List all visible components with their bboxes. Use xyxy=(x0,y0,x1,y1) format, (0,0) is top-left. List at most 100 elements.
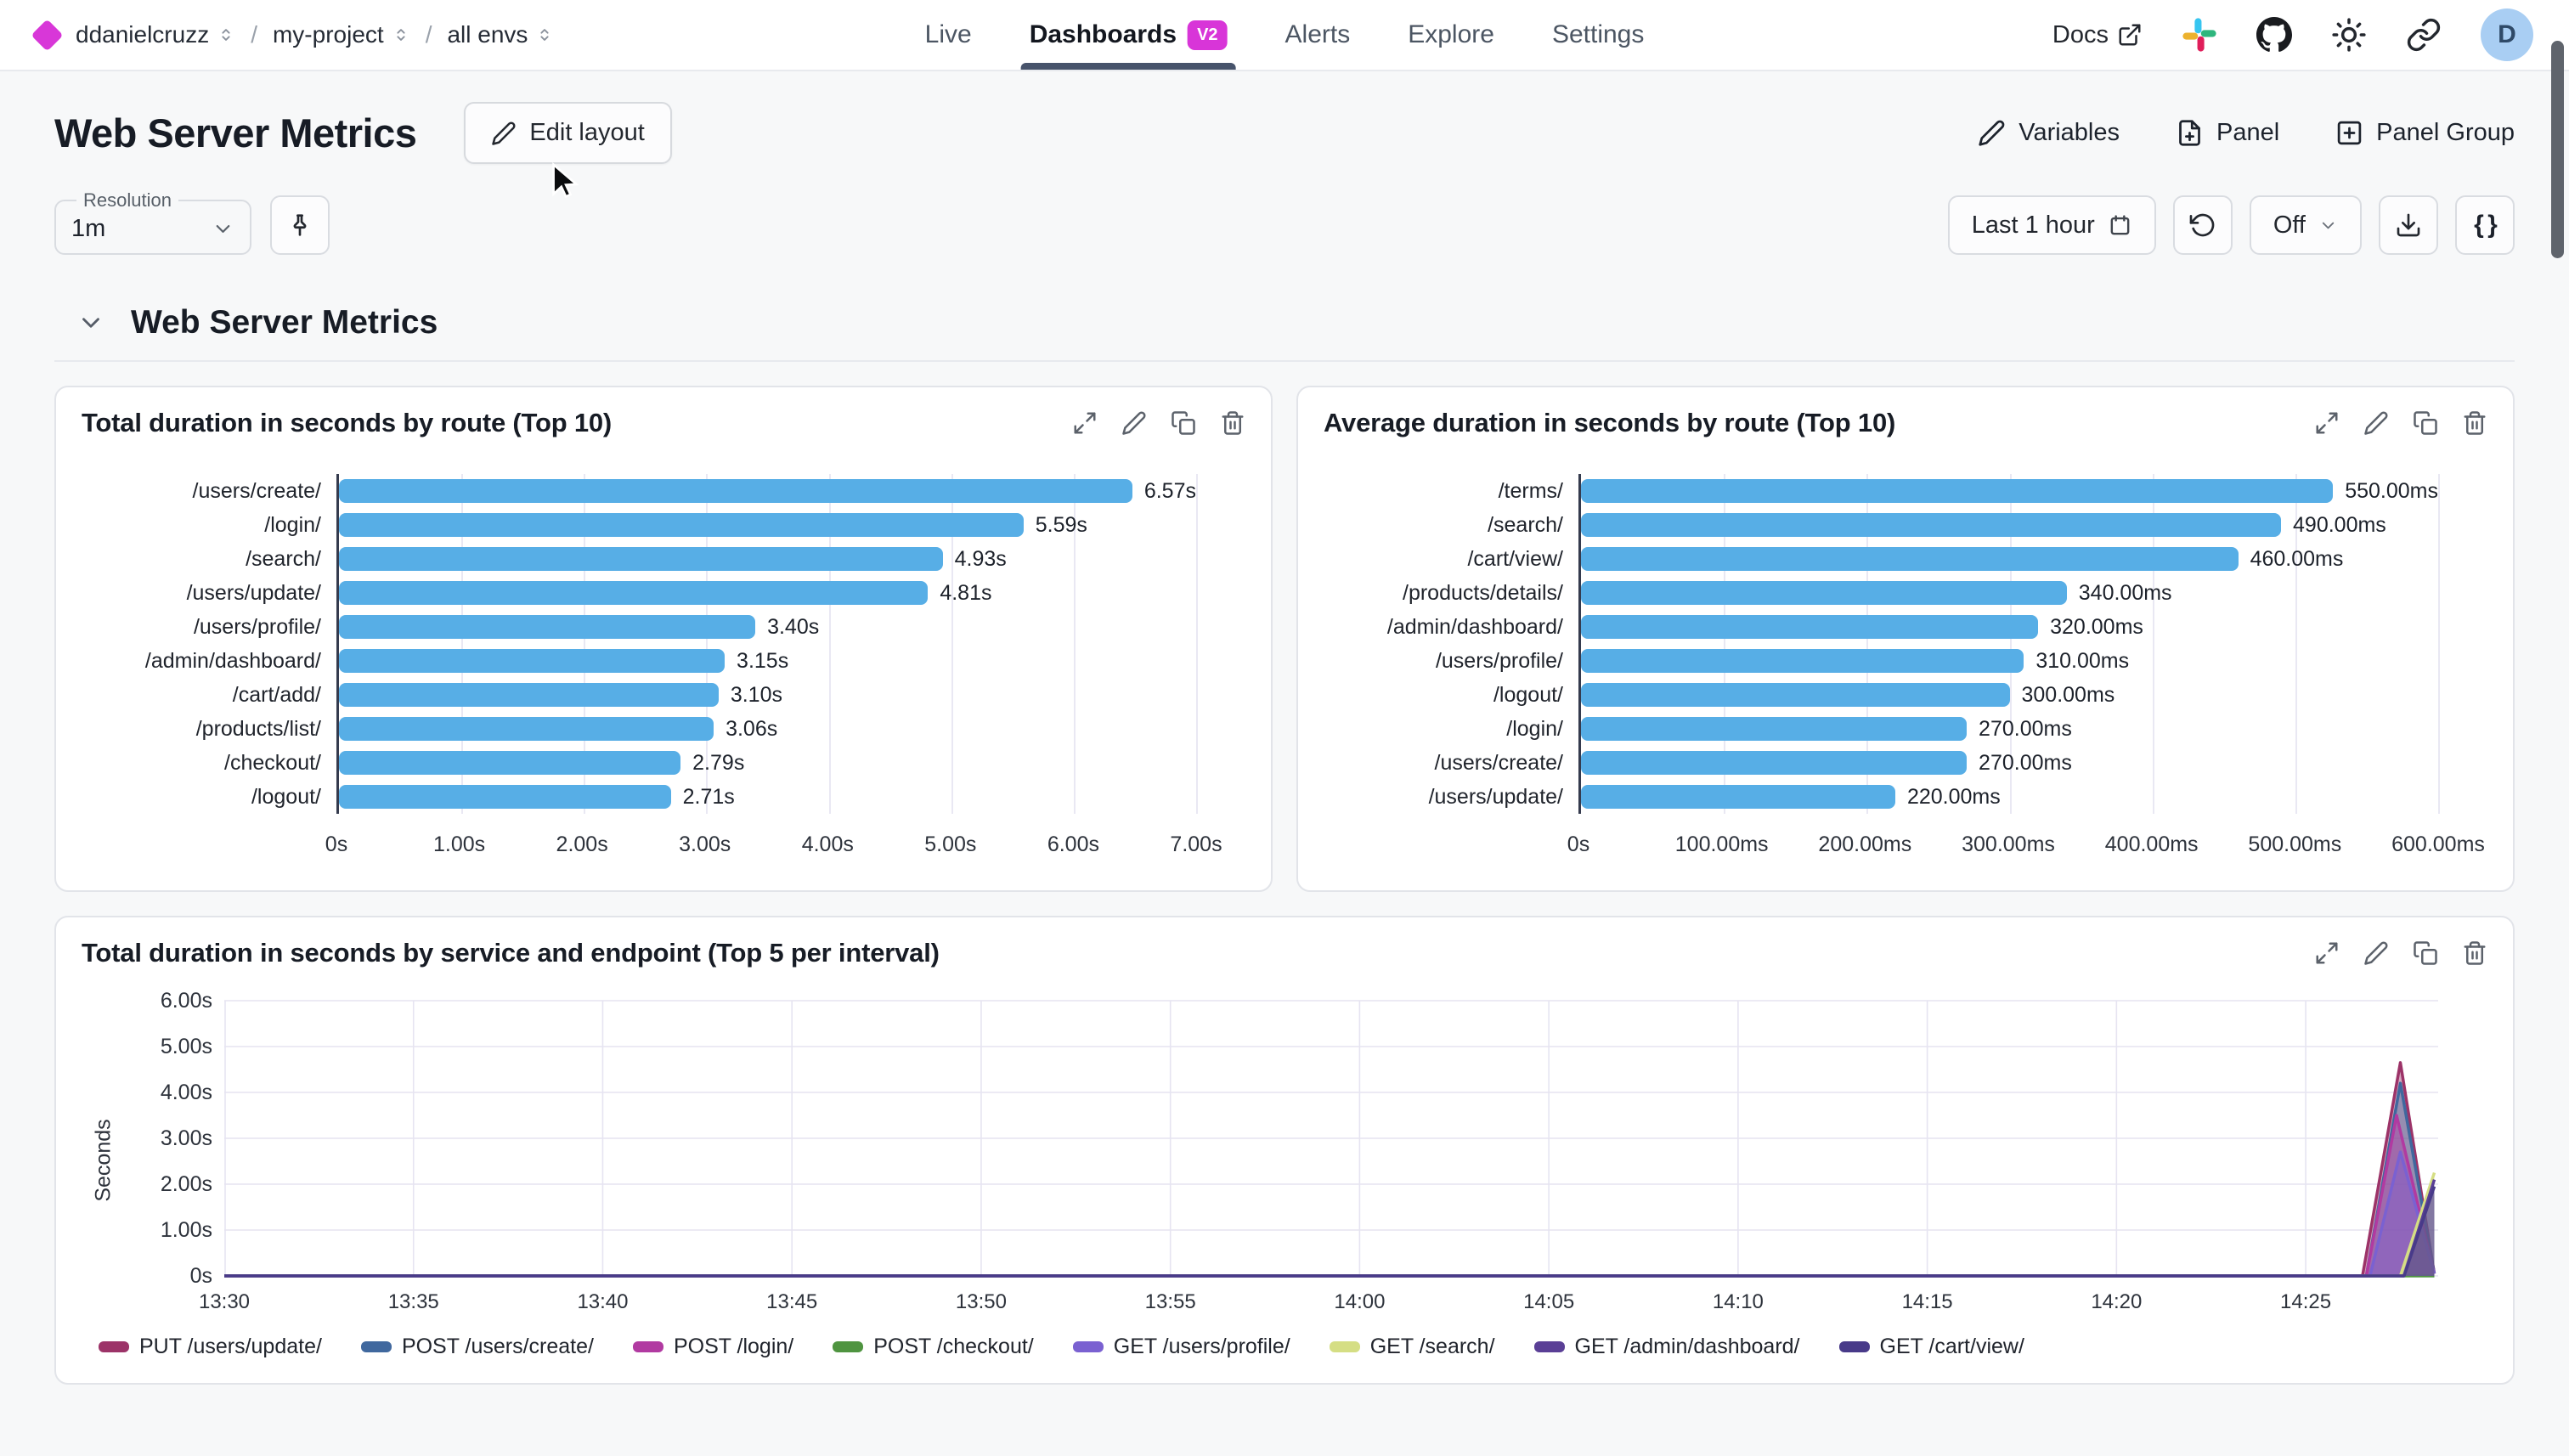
json-button[interactable]: { } xyxy=(2455,195,2515,255)
file-plus-icon xyxy=(2179,120,2200,146)
bar[interactable] xyxy=(1581,717,1968,741)
legend-item[interactable]: GET /search/ xyxy=(1329,1335,1495,1359)
bar-category-label: /users/create/ xyxy=(192,478,321,503)
logo-diamond-icon[interactable] xyxy=(31,18,64,52)
download-button[interactable] xyxy=(2379,195,2438,255)
slack-icon[interactable] xyxy=(2182,17,2217,53)
panel-action-expand-button[interactable] xyxy=(2314,410,2340,436)
x-tick-label: 14:10 xyxy=(1712,1290,1764,1313)
y-axis-title: Seconds xyxy=(91,1118,116,1202)
share-link-icon[interactable] xyxy=(2406,17,2442,53)
panel-action-duplicate-button[interactable] xyxy=(1171,410,1196,436)
tab-explore[interactable]: Explore xyxy=(1406,0,1496,70)
x-axis-ticks: 0s 100.00ms 200.00ms 300.00ms 400.00ms 500.00… xyxy=(1567,832,2485,866)
avatar[interactable]: D xyxy=(2481,8,2533,61)
bar[interactable] xyxy=(339,513,1024,537)
legend-item[interactable]: POST /login/ xyxy=(632,1335,793,1359)
gridline xyxy=(2295,474,2297,814)
legend-item[interactable]: POST /checkout/ xyxy=(833,1335,1034,1359)
bar[interactable] xyxy=(339,581,929,605)
legend-item[interactable]: PUT /users/update/ xyxy=(99,1335,322,1359)
scrollbar-thumb[interactable] xyxy=(2551,41,2564,258)
docs-link[interactable]: Docs xyxy=(2052,21,2143,49)
legend-item[interactable]: GET /users/profile/ xyxy=(1072,1335,1290,1359)
bar[interactable] xyxy=(1581,751,1968,775)
bar[interactable] xyxy=(339,751,681,775)
bar[interactable] xyxy=(1581,649,2024,673)
x-tick-label: 14:05 xyxy=(1523,1290,1575,1313)
tab-settings[interactable]: Settings xyxy=(1550,0,1646,70)
panel-action-delete-button[interactable] xyxy=(2462,410,2487,436)
gridline xyxy=(2009,474,2012,814)
gridline xyxy=(2438,474,2440,814)
panel-action-duplicate-button[interactable] xyxy=(2413,940,2438,966)
delete-icon xyxy=(2464,941,2486,965)
bar-row: 220.00ms xyxy=(1581,780,2438,814)
panel-action-expand-button[interactable] xyxy=(1072,410,1098,436)
bar[interactable] xyxy=(1581,615,2039,639)
selector-chevrons-icon xyxy=(540,29,549,41)
bar[interactable] xyxy=(1581,683,2010,707)
pencil-icon xyxy=(492,121,516,145)
x-tick-label: 14:25 xyxy=(2280,1290,2332,1313)
bar-value-label: 4.93s xyxy=(954,546,1007,571)
edit-layout-button[interactable]: Edit layout xyxy=(464,102,672,164)
panel-action-expand-button[interactable] xyxy=(2314,940,2340,966)
bar-category-label: /search/ xyxy=(246,546,321,571)
add-panel-group-button[interactable]: Panel Group xyxy=(2335,119,2515,147)
panel-action-delete-button[interactable] xyxy=(2462,940,2487,966)
legend-item[interactable]: GET /admin/dashboard/ xyxy=(1533,1335,1800,1359)
auto-refresh-select[interactable]: Off xyxy=(2249,195,2362,255)
panel-action-duplicate-button[interactable] xyxy=(2413,410,2438,436)
bar[interactable] xyxy=(1581,547,2239,571)
panel-action-delete-button[interactable] xyxy=(1220,410,1245,436)
breadcrumb-item[interactable]: all envs xyxy=(447,21,554,48)
time-range-button[interactable]: Last 1 hour xyxy=(1947,195,2156,255)
y-tick-label: 1.00s xyxy=(160,1218,212,1242)
bar-value-label: 2.79s xyxy=(692,750,745,775)
bar-plot-column: 550.00ms 490.00ms 460.00ms 340.00ms 320.00ms… xyxy=(1567,474,2487,866)
panel-duration-by-service-endpoint: Total duration in seconds by service and… xyxy=(54,916,2515,1385)
bar[interactable] xyxy=(339,615,756,639)
add-panel-button[interactable]: Panel xyxy=(2176,119,2279,147)
legend-item[interactable]: GET /cart/view/ xyxy=(1838,1335,2024,1359)
theme-sun-icon[interactable] xyxy=(2331,17,2367,53)
breadcrumb-item[interactable]: ddanielcruzz xyxy=(76,21,235,48)
tab-dashboards[interactable]: Dashboards V2 xyxy=(1020,0,1236,70)
bar-value-label: 320.00ms xyxy=(2050,614,2143,639)
bar[interactable] xyxy=(339,717,714,741)
legend-item[interactable]: POST /users/create/ xyxy=(360,1335,594,1359)
variables-button[interactable]: Variables xyxy=(1978,119,2120,147)
bar-value-label: 6.57s xyxy=(1143,478,1196,503)
pin-button[interactable] xyxy=(270,195,330,255)
refresh-button[interactable] xyxy=(2172,195,2233,255)
selector-chevrons-icon xyxy=(222,29,230,41)
bar[interactable] xyxy=(339,683,719,707)
gridline xyxy=(2152,474,2154,814)
bar[interactable] xyxy=(339,649,726,673)
tab-alerts[interactable]: Alerts xyxy=(1284,0,1352,70)
tab-live[interactable]: Live xyxy=(923,0,974,70)
panel-action-edit-button[interactable] xyxy=(2363,940,2389,966)
bar[interactable] xyxy=(1581,479,2334,503)
bar[interactable] xyxy=(1581,581,2067,605)
bar-row: 270.00ms xyxy=(1581,712,2438,746)
github-icon[interactable] xyxy=(2256,17,2292,53)
x-tick-label: 100.00ms xyxy=(1674,832,1769,856)
bar-category-label: /users/update/ xyxy=(186,580,321,605)
panel-action-edit-button[interactable] xyxy=(1121,410,1147,436)
x-tick-label: 14:15 xyxy=(1901,1290,1953,1313)
panel-actions xyxy=(1072,410,1245,436)
gridline xyxy=(1724,474,1726,814)
breadcrumb-item[interactable]: my-project xyxy=(273,21,410,48)
bar[interactable] xyxy=(1581,785,1895,809)
panel-action-edit-button[interactable] xyxy=(2363,410,2389,436)
bar-value-label: 3.15s xyxy=(737,648,789,673)
resolution-select[interactable]: Resolution 1m xyxy=(54,189,251,255)
bar[interactable] xyxy=(339,785,671,809)
collapse-chevron-icon[interactable] xyxy=(76,308,105,337)
x-tick-label: 500.00ms xyxy=(2248,832,2342,856)
bar[interactable] xyxy=(1581,513,2282,537)
bar[interactable] xyxy=(339,479,1132,503)
bar[interactable] xyxy=(339,547,943,571)
